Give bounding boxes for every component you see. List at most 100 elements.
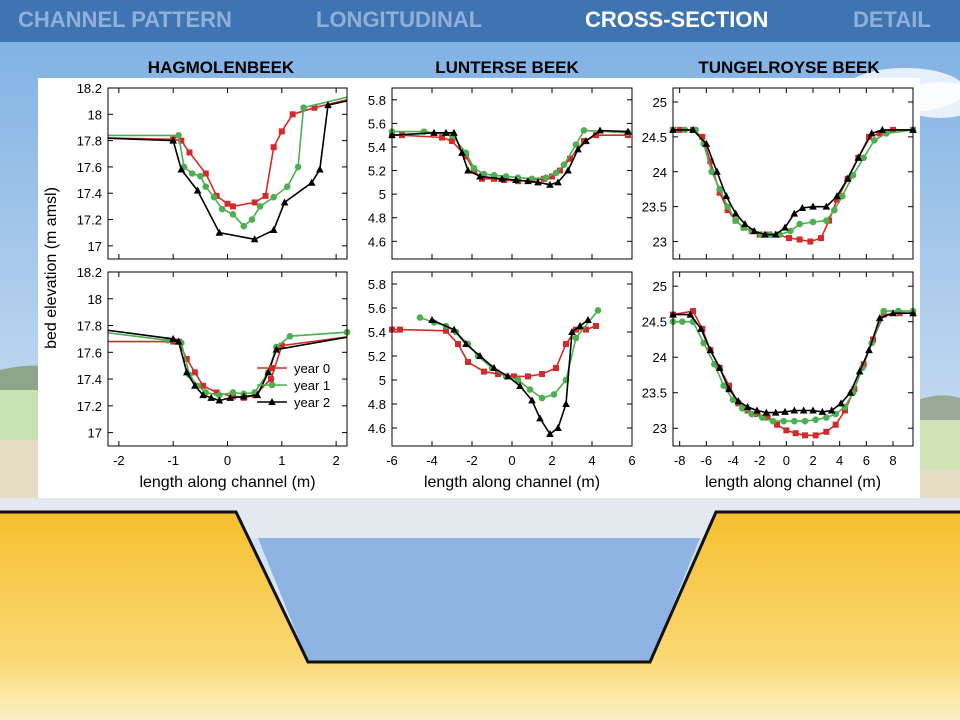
data-point (416, 314, 424, 321)
column-title-hagmolenbeek: HAGMOLENBEEK (147, 58, 295, 77)
data-point (248, 216, 256, 223)
y-tick-label: 5.8 (368, 277, 386, 292)
data-point (875, 314, 884, 322)
data-point (832, 421, 839, 428)
data-point (796, 220, 803, 228)
data-point (771, 408, 780, 416)
data-point (278, 342, 285, 349)
data-point (722, 192, 731, 200)
data-point (278, 128, 285, 135)
data-point (525, 373, 531, 380)
x-tick-label: 0 (224, 453, 231, 468)
data-point (572, 334, 580, 342)
data-point (889, 309, 897, 317)
data-point (229, 203, 236, 210)
y-tick-label: 5 (379, 373, 386, 388)
data-point (463, 153, 469, 160)
data-point (839, 192, 846, 200)
data-point (593, 132, 599, 139)
x-tick-label: -4 (727, 453, 739, 468)
y-tick-label: 24.5 (642, 130, 667, 145)
data-point (476, 172, 484, 180)
x-tick-label: 4 (588, 453, 595, 468)
data-point (526, 386, 534, 393)
data-point (583, 326, 589, 333)
data-point (183, 356, 190, 362)
x-tick-label: 6 (863, 453, 870, 468)
data-point (550, 391, 558, 398)
data-point (734, 397, 743, 405)
data-point (876, 130, 883, 137)
x-tick-label: -2 (466, 453, 478, 468)
y-tick-label: 4.8 (368, 211, 386, 226)
data-point (215, 228, 224, 236)
data-point (792, 430, 799, 437)
data-point (831, 206, 838, 214)
data-point (199, 391, 207, 399)
x-tick-label: 2 (333, 453, 340, 468)
y-tick-label: 23 (653, 421, 667, 436)
data-point (449, 138, 455, 145)
data-point (554, 178, 562, 186)
data-point (823, 428, 830, 435)
data-point (539, 371, 545, 377)
data-point (439, 134, 445, 141)
y-tick-label: 17.4 (77, 372, 102, 387)
data-point (731, 209, 740, 217)
tab-longitudinal[interactable]: LONGITUDINAL (316, 7, 483, 32)
plot-frame (107, 87, 348, 260)
data-point (791, 417, 798, 425)
y-tick-label: 5.6 (368, 116, 386, 131)
data-point (842, 407, 848, 414)
tab-detail[interactable]: DETAIL (853, 7, 931, 32)
x-tick-label: 2 (809, 453, 816, 468)
data-point (546, 430, 554, 437)
data-point (711, 361, 718, 368)
data-point (289, 111, 296, 118)
y-tick-label: 18 (88, 107, 102, 122)
data-point (286, 332, 294, 340)
data-point (744, 407, 751, 414)
data-point (762, 408, 771, 416)
tab-cross-section[interactable]: CROSS-SECTION (585, 7, 769, 32)
data-point (450, 128, 458, 136)
data-point (169, 136, 177, 144)
data-point (567, 155, 573, 162)
y-tick-label: 17.8 (77, 319, 102, 334)
data-point (428, 316, 436, 323)
data-point (761, 230, 769, 238)
data-point (812, 432, 819, 439)
data-point (528, 175, 536, 183)
data-point (798, 204, 807, 212)
data-point (818, 407, 827, 415)
x-axis-label: length along channel (m) (705, 474, 881, 491)
data-point (690, 308, 696, 315)
y-tick-label: 17.6 (77, 160, 102, 175)
data-point (476, 352, 484, 359)
y-tick-label: 5 (379, 187, 386, 202)
data-point (624, 127, 632, 135)
x-tick-label: 4 (836, 453, 843, 468)
data-point (200, 382, 207, 389)
data-point (802, 432, 808, 439)
y-tick-label: 24.5 (642, 315, 667, 330)
data-point (574, 145, 582, 153)
y-tick-label: 18.2 (77, 81, 102, 96)
data-point (753, 406, 761, 414)
data-point (197, 172, 204, 180)
data-point (780, 417, 787, 425)
data-point (809, 218, 817, 226)
data-point (716, 189, 723, 196)
x-tick-label: -6 (386, 453, 398, 468)
data-point (833, 192, 841, 200)
legend-marker (268, 398, 276, 405)
data-point (534, 178, 542, 186)
data-point (495, 371, 501, 377)
data-point (818, 235, 824, 242)
data-point (878, 125, 887, 133)
tab-channel-pattern[interactable]: CHANNEL PATTERN (18, 7, 232, 32)
legend-marker (269, 365, 275, 371)
x-tick-label: -1 (167, 453, 179, 468)
y-tick-label: 5.6 (368, 301, 386, 316)
data-point (210, 193, 218, 201)
